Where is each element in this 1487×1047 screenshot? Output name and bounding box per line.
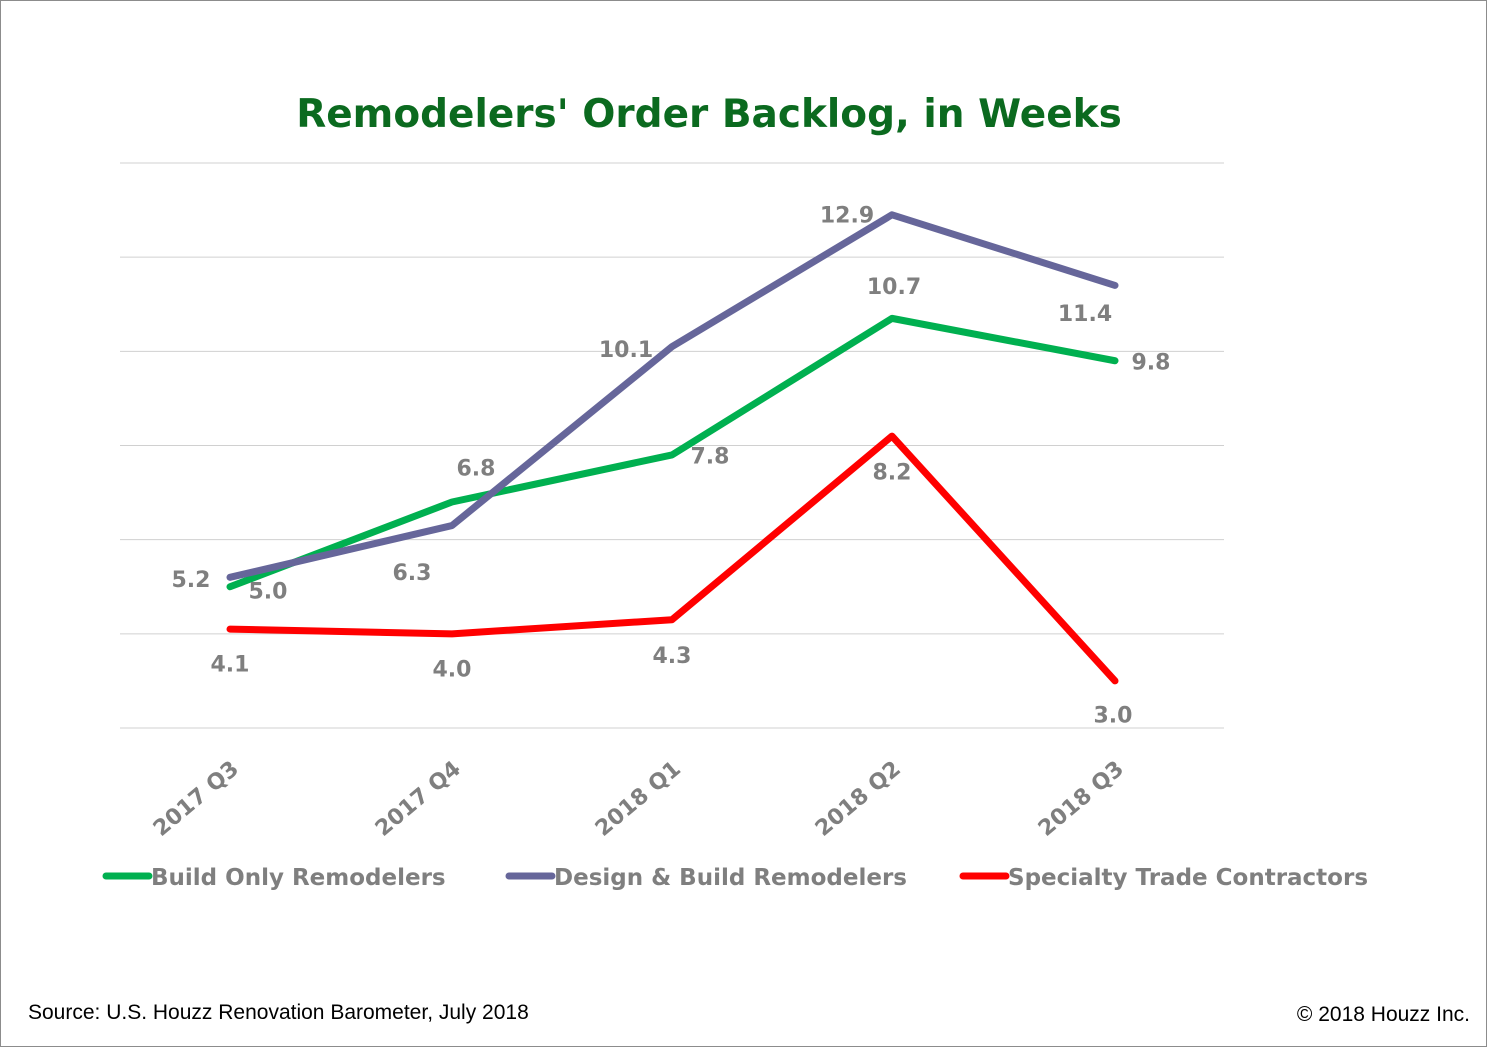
data-label: 5.2 [172,568,211,593]
data-label: 10.1 [599,338,653,363]
series-line-2 [226,432,1119,685]
x-tick-label: 2017 Q3 [149,756,244,841]
data-label: 5.0 [249,579,288,604]
data-label: 11.4 [1058,302,1112,327]
data-label: 7.8 [691,444,730,469]
data-label: 8.2 [873,461,912,486]
legend-label: Design & Build Remodelers [554,865,907,891]
data-label: 4.3 [653,644,692,669]
source-note: Source: U.S. Houzz Renovation Barometer,… [28,1001,529,1024]
legend-label: Specialty Trade Contractors [1008,865,1368,891]
data-labels: 5.0 6.8 7.8 10.7 9.8 5.2 6.3 10.1 12.9 11.4 4.1 4.0… [172,203,1171,728]
copyright: © 2018 Houzz Inc. [1297,1003,1470,1026]
x-axis-ticks: 2017 Q3 2017 Q4 2018 Q1 2018 Q2 2018 Q3 [149,756,1129,841]
x-tick-label: 2018 Q2 [811,756,906,841]
data-label: 6.3 [393,561,432,586]
legend: Build Only Remodelers Design & Build Remo… [102,865,1368,891]
x-tick-label: 2017 Q4 [371,756,466,841]
data-label: 9.8 [1132,350,1171,375]
data-label: 4.1 [211,653,250,678]
data-label: 12.9 [820,203,874,228]
series-line-1 [226,211,1119,581]
data-label: 10.7 [867,275,921,300]
series-line-0 [226,314,1119,591]
data-label: 6.8 [457,457,496,482]
x-tick-label: 2018 Q3 [1034,756,1129,841]
series-lines [226,211,1119,685]
chart-title: Remodelers' Order Backlog, in Weeks [296,92,1122,137]
legend-label: Build Only Remodelers [151,865,446,891]
x-tick-label: 2018 Q1 [591,756,686,841]
data-label: 3.0 [1094,703,1133,728]
data-label: 4.0 [433,657,472,682]
